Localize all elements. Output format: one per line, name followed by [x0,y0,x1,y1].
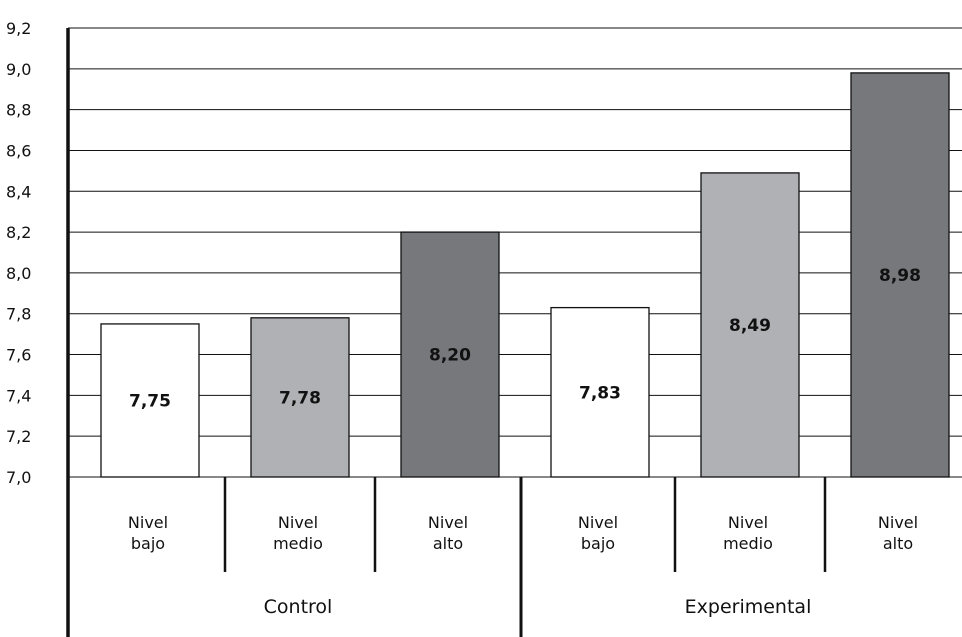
category-label: Nivel alto [428,513,468,553]
bar [700,172,800,478]
y-tick-label: 7,2 [6,427,31,446]
category-label: Nivel bajo [128,513,168,553]
gridlines [68,27,962,478]
y-tick-label: 8,0 [6,264,31,283]
value-label: 8,49 [729,316,771,336]
category-label: Nivel medio [723,513,773,553]
y-tick-label: 8,6 [6,141,31,160]
bar [100,323,200,478]
category-label: Nivel medio [273,513,323,553]
y-tick-label: 7,0 [6,468,31,487]
y-tick-label: 9,2 [6,19,31,38]
group-label: Experimental [685,596,812,618]
category-label: Nivel bajo [578,513,618,553]
y-tick-label: 7,6 [6,346,31,365]
value-label: 7,78 [279,388,321,408]
group-label: Control [264,596,333,618]
y-axis-ticks: 7,0 7,2 7,4 7,6 7,8 8,0 8,2 8,4 8,6 8,8 9,0 9,2 [6,19,31,487]
category-label: Nivel alto [878,513,918,553]
y-tick-label: 7,8 [6,305,31,324]
bar [850,72,950,478]
value-label: 8,98 [879,266,921,286]
y-tick-label: 8,2 [6,223,31,242]
axes [66,28,827,637]
y-tick-label: 8,4 [6,182,31,201]
category-labels: Nivel bajo Nivel medio Nivel alto Control Nivel… [128,513,918,618]
value-label: 7,83 [579,383,621,403]
bar [550,306,650,478]
bars: 7,75 7,78 8,20 7,83 8,49 8,98 [100,72,950,478]
y-tick-label: 8,8 [6,101,31,120]
value-label: 8,20 [429,346,471,366]
value-label: 7,75 [129,391,171,411]
bar [400,231,500,478]
y-tick-label: 7,4 [6,386,31,405]
y-tick-label: 9,0 [6,60,31,79]
bar [250,317,350,478]
